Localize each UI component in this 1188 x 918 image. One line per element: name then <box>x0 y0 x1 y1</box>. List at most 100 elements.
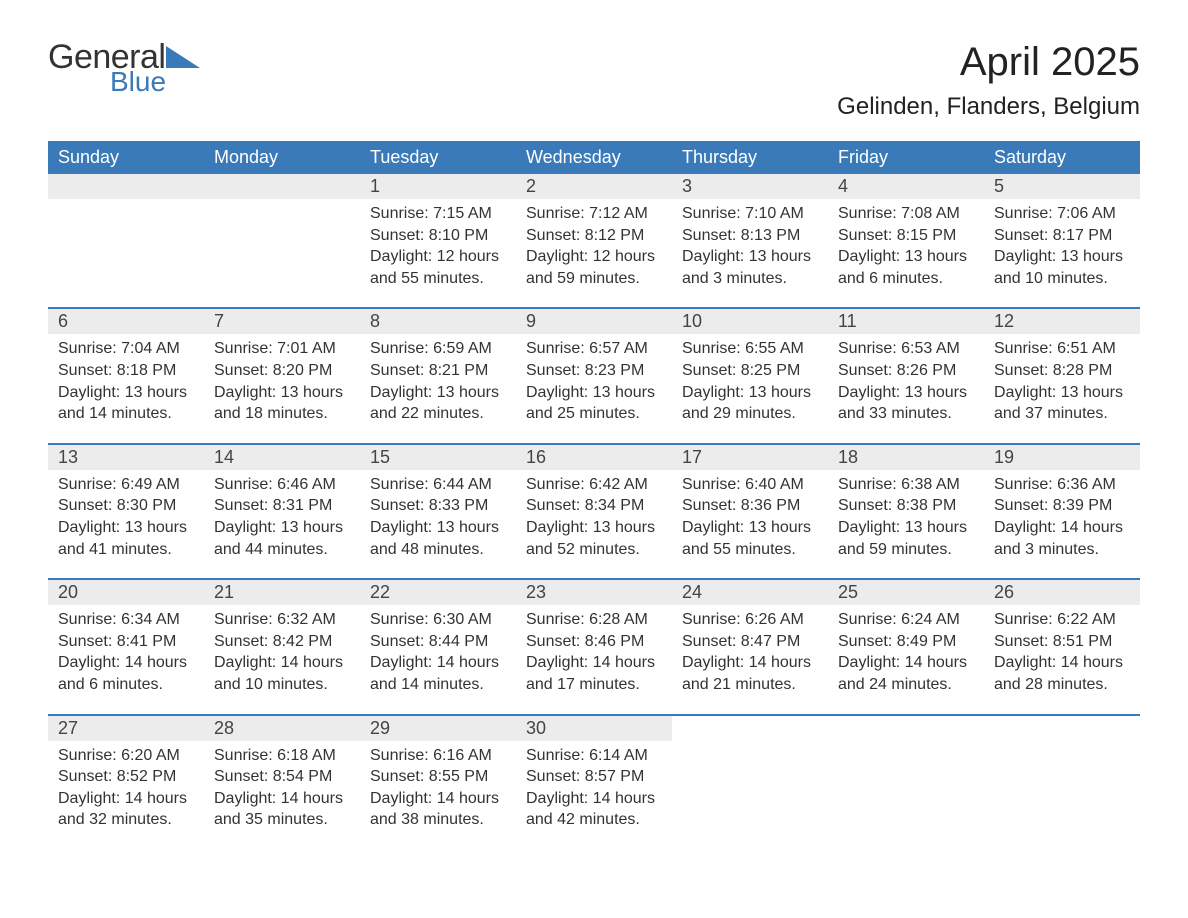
day-number-cell: 6 <box>48 308 204 334</box>
sunrise-text: Sunrise: 6:46 AM <box>214 474 350 496</box>
day-number-cell: 5 <box>984 174 1140 199</box>
weekday-header: Friday <box>828 141 984 174</box>
day-number-cell: 23 <box>516 579 672 605</box>
day-content-cell: Sunrise: 6:46 AMSunset: 8:31 PMDaylight:… <box>204 470 360 579</box>
sunset-text: Sunset: 8:51 PM <box>994 631 1130 653</box>
day-content-cell: Sunrise: 6:38 AMSunset: 8:38 PMDaylight:… <box>828 470 984 579</box>
location-subtitle: Gelinden, Flanders, Belgium <box>837 93 1140 121</box>
daylight-text-1: Daylight: 14 hours <box>370 788 506 810</box>
day-number-cell: 14 <box>204 444 360 470</box>
weekday-header: Saturday <box>984 141 1140 174</box>
day-number-cell: 24 <box>672 579 828 605</box>
day-content-cell: Sunrise: 7:01 AMSunset: 8:20 PMDaylight:… <box>204 334 360 443</box>
day-number-cell: 12 <box>984 308 1140 334</box>
daylight-text-1: Daylight: 13 hours <box>994 246 1130 268</box>
sunrise-text: Sunrise: 6:49 AM <box>58 474 194 496</box>
day-content-cell: Sunrise: 6:16 AMSunset: 8:55 PMDaylight:… <box>360 741 516 849</box>
sunset-text: Sunset: 8:52 PM <box>58 766 194 788</box>
day-content-cell: Sunrise: 6:22 AMSunset: 8:51 PMDaylight:… <box>984 605 1140 714</box>
day-content-cell: Sunrise: 6:59 AMSunset: 8:21 PMDaylight:… <box>360 334 516 443</box>
day-content-cell: Sunrise: 6:55 AMSunset: 8:25 PMDaylight:… <box>672 334 828 443</box>
day-number-cell: 25 <box>828 579 984 605</box>
day-content-cell <box>204 199 360 308</box>
day-content-cell <box>672 741 828 849</box>
daylight-text-1: Daylight: 13 hours <box>682 517 818 539</box>
day-number-cell <box>672 715 828 741</box>
daylight-text-1: Daylight: 13 hours <box>58 382 194 404</box>
sunrise-text: Sunrise: 7:04 AM <box>58 338 194 360</box>
day-content-cell: Sunrise: 6:18 AMSunset: 8:54 PMDaylight:… <box>204 741 360 849</box>
day-content-cell: Sunrise: 6:44 AMSunset: 8:33 PMDaylight:… <box>360 470 516 579</box>
daylight-text-2: and 59 minutes. <box>526 268 662 290</box>
daylight-text-2: and 14 minutes. <box>58 403 194 425</box>
sunrise-text: Sunrise: 6:40 AM <box>682 474 818 496</box>
sunset-text: Sunset: 8:57 PM <box>526 766 662 788</box>
sunset-text: Sunset: 8:36 PM <box>682 495 818 517</box>
day-number-cell: 16 <box>516 444 672 470</box>
daylight-text-2: and 17 minutes. <box>526 674 662 696</box>
sunrise-text: Sunrise: 7:15 AM <box>370 203 506 225</box>
daylight-text-1: Daylight: 13 hours <box>214 517 350 539</box>
sunset-text: Sunset: 8:15 PM <box>838 225 974 247</box>
sunrise-text: Sunrise: 6:55 AM <box>682 338 818 360</box>
daylight-text-2: and 10 minutes. <box>994 268 1130 290</box>
sunset-text: Sunset: 8:18 PM <box>58 360 194 382</box>
daylight-text-2: and 25 minutes. <box>526 403 662 425</box>
sunset-text: Sunset: 8:12 PM <box>526 225 662 247</box>
daylight-text-2: and 38 minutes. <box>370 809 506 831</box>
day-content-cell: Sunrise: 7:08 AMSunset: 8:15 PMDaylight:… <box>828 199 984 308</box>
day-number-cell: 21 <box>204 579 360 605</box>
daylight-text-2: and 6 minutes. <box>58 674 194 696</box>
daylight-text-1: Daylight: 13 hours <box>526 382 662 404</box>
day-number-cell: 27 <box>48 715 204 741</box>
daylight-text-2: and 24 minutes. <box>838 674 974 696</box>
day-number-cell: 11 <box>828 308 984 334</box>
day-content-cell: Sunrise: 6:53 AMSunset: 8:26 PMDaylight:… <box>828 334 984 443</box>
sunrise-text: Sunrise: 7:10 AM <box>682 203 818 225</box>
sunrise-text: Sunrise: 6:38 AM <box>838 474 974 496</box>
daylight-text-1: Daylight: 13 hours <box>838 382 974 404</box>
sunrise-text: Sunrise: 7:08 AM <box>838 203 974 225</box>
sunset-text: Sunset: 8:54 PM <box>214 766 350 788</box>
daylight-text-2: and 33 minutes. <box>838 403 974 425</box>
sunrise-text: Sunrise: 6:24 AM <box>838 609 974 631</box>
weekday-header: Tuesday <box>360 141 516 174</box>
day-number-row: 13141516171819 <box>48 444 1140 470</box>
sunset-text: Sunset: 8:55 PM <box>370 766 506 788</box>
day-number-row: 20212223242526 <box>48 579 1140 605</box>
sunset-text: Sunset: 8:21 PM <box>370 360 506 382</box>
daylight-text-2: and 52 minutes. <box>526 539 662 561</box>
day-content-cell: Sunrise: 7:04 AMSunset: 8:18 PMDaylight:… <box>48 334 204 443</box>
daylight-text-2: and 14 minutes. <box>370 674 506 696</box>
sunrise-text: Sunrise: 7:01 AM <box>214 338 350 360</box>
daylight-text-2: and 29 minutes. <box>682 403 818 425</box>
weekday-header: Wednesday <box>516 141 672 174</box>
sunset-text: Sunset: 8:25 PM <box>682 360 818 382</box>
daylight-text-1: Daylight: 14 hours <box>526 788 662 810</box>
day-content-cell: Sunrise: 7:10 AMSunset: 8:13 PMDaylight:… <box>672 199 828 308</box>
daylight-text-1: Daylight: 14 hours <box>58 652 194 674</box>
day-number-cell: 18 <box>828 444 984 470</box>
daylight-text-1: Daylight: 14 hours <box>214 652 350 674</box>
logo-triangle-icon <box>166 46 200 76</box>
day-content-cell: Sunrise: 6:34 AMSunset: 8:41 PMDaylight:… <box>48 605 204 714</box>
sunset-text: Sunset: 8:13 PM <box>682 225 818 247</box>
daylight-text-1: Daylight: 14 hours <box>214 788 350 810</box>
daylight-text-1: Daylight: 14 hours <box>526 652 662 674</box>
day-number-cell: 13 <box>48 444 204 470</box>
daylight-text-2: and 32 minutes. <box>58 809 194 831</box>
daylight-text-2: and 10 minutes. <box>214 674 350 696</box>
day-content-cell: Sunrise: 6:36 AMSunset: 8:39 PMDaylight:… <box>984 470 1140 579</box>
logo-text: General Blue <box>48 40 166 96</box>
sunset-text: Sunset: 8:41 PM <box>58 631 194 653</box>
weekday-header-row: Sunday Monday Tuesday Wednesday Thursday… <box>48 141 1140 174</box>
daylight-text-1: Daylight: 12 hours <box>526 246 662 268</box>
header: General Blue April 2025 Gelinden, Flande… <box>48 40 1140 133</box>
day-content-cell: Sunrise: 7:06 AMSunset: 8:17 PMDaylight:… <box>984 199 1140 308</box>
daylight-text-1: Daylight: 14 hours <box>994 517 1130 539</box>
day-content-cell: Sunrise: 6:32 AMSunset: 8:42 PMDaylight:… <box>204 605 360 714</box>
day-number-cell: 19 <box>984 444 1140 470</box>
daylight-text-2: and 21 minutes. <box>682 674 818 696</box>
day-number-cell: 3 <box>672 174 828 199</box>
daylight-text-2: and 3 minutes. <box>682 268 818 290</box>
